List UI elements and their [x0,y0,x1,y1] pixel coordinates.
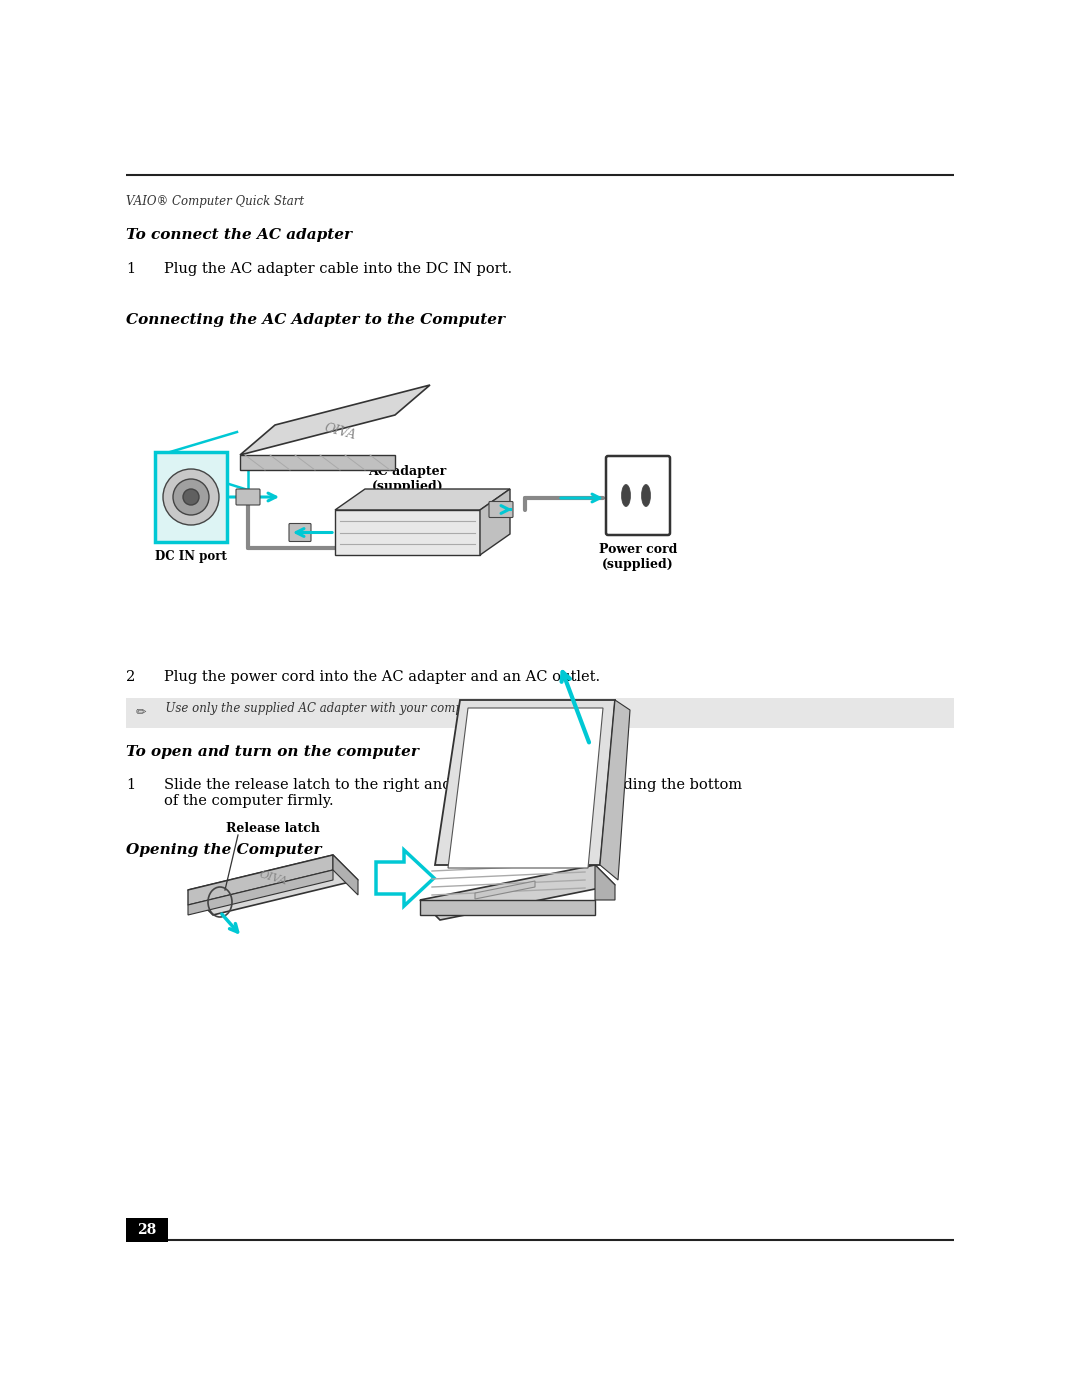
Text: OIVA: OIVA [258,869,288,887]
Text: Opening the Computer: Opening the Computer [126,842,322,856]
FancyBboxPatch shape [606,455,670,535]
Polygon shape [600,700,630,880]
Text: AC adapter
(supplied): AC adapter (supplied) [368,465,447,493]
Circle shape [163,469,219,525]
Polygon shape [435,700,615,865]
Text: Plug the AC adapter cable into the DC IN port.: Plug the AC adapter cable into the DC IN… [164,263,512,277]
Text: 1: 1 [126,263,135,277]
Text: 2: 2 [126,671,135,685]
Text: To open and turn on the computer: To open and turn on the computer [126,745,419,759]
Ellipse shape [642,485,650,507]
FancyBboxPatch shape [289,524,311,542]
Polygon shape [333,855,357,895]
Text: To connect the AC adapter: To connect the AC adapter [126,228,352,242]
Circle shape [183,489,199,504]
Circle shape [173,479,210,515]
Polygon shape [448,708,603,868]
Text: Use only the supplied AC adapter with your computer.: Use only the supplied AC adapter with yo… [158,703,490,715]
Polygon shape [188,870,333,915]
Polygon shape [335,510,480,555]
Text: Power cord
(supplied): Power cord (supplied) [598,543,677,571]
Text: 1: 1 [126,778,135,792]
Polygon shape [480,489,510,555]
Ellipse shape [621,485,631,507]
FancyBboxPatch shape [156,453,227,542]
Polygon shape [240,386,430,455]
Polygon shape [188,855,357,915]
Polygon shape [376,849,434,907]
FancyBboxPatch shape [126,698,954,728]
Polygon shape [420,865,615,921]
Polygon shape [475,882,535,900]
Polygon shape [240,455,395,469]
Text: OIVA: OIVA [323,422,357,443]
Text: Slide the release latch to the right and lift the cover while holding the bottom: Slide the release latch to the right and… [164,778,742,809]
FancyBboxPatch shape [489,502,513,517]
FancyBboxPatch shape [237,489,260,504]
Text: 28: 28 [137,1222,157,1236]
Text: ✏: ✏ [136,707,146,719]
Text: Plug the power cord into the AC adapter and an AC outlet.: Plug the power cord into the AC adapter … [164,671,600,685]
Text: Connecting the AC Adapter to the Computer: Connecting the AC Adapter to the Compute… [126,313,505,327]
Text: DC IN port: DC IN port [156,550,227,563]
Polygon shape [188,855,333,905]
Text: VAIO® Computer Quick Start: VAIO® Computer Quick Start [126,196,305,208]
Text: Release latch: Release latch [226,821,320,835]
Polygon shape [420,900,595,915]
FancyBboxPatch shape [126,1218,168,1242]
Polygon shape [595,865,615,900]
Polygon shape [335,489,510,510]
